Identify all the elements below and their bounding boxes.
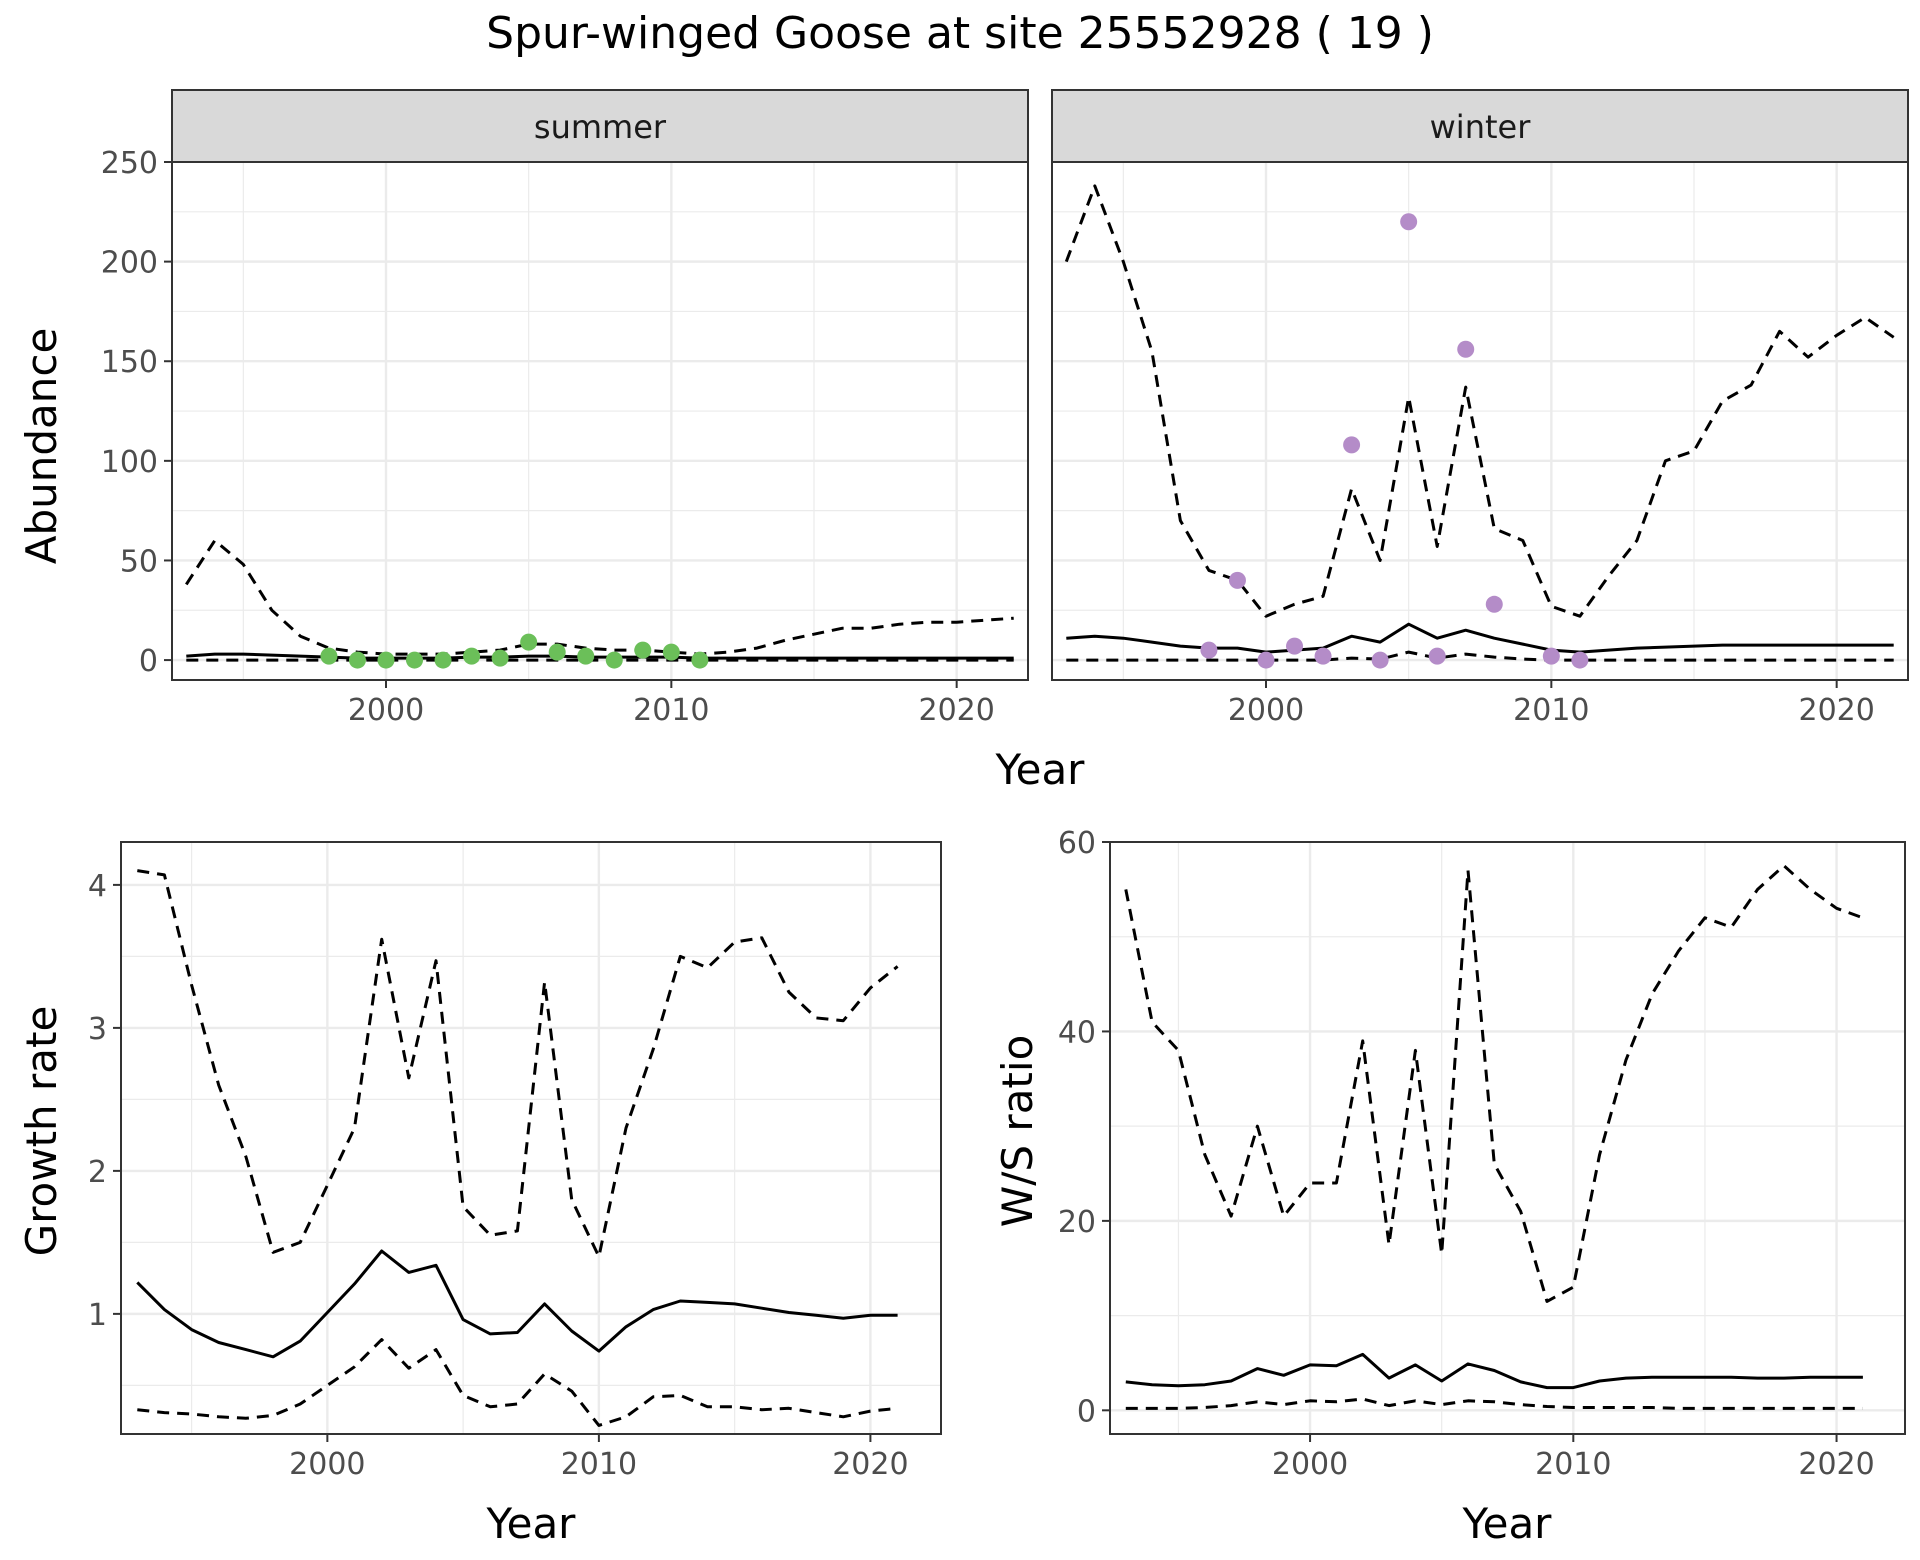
abundance-x-axis-label: Year — [995, 745, 1086, 794]
ratio-x-axis-label: Year — [1462, 1499, 1553, 1548]
growth-panel-border — [120, 841, 942, 1435]
growth-x-axis-label: Year — [486, 1499, 577, 1548]
ratio-y-tick-label: 60 — [1058, 826, 1096, 861]
summer-data-point — [463, 647, 481, 665]
winter-data-point — [1343, 436, 1361, 454]
winter-panel-border — [1051, 161, 1909, 681]
ratio-x-tick-label: 2000 — [1272, 1447, 1348, 1482]
summer-data-point — [520, 633, 538, 651]
plot-area-winter: 2000 2010 2020 — [1051, 161, 1909, 728]
winter-series-upper-line — [1064, 184, 1895, 618]
ratio-y-tick-label: 20 — [1058, 1205, 1096, 1240]
summer-x-tick-label: 2000 — [348, 693, 424, 728]
growth-x-tick-label: 2000 — [289, 1447, 365, 1482]
summer-data-point — [491, 649, 509, 667]
summer-data-point — [348, 651, 366, 669]
plot-area-summer: 2000 2010 2020 0 50 100 150 200 250 — [101, 146, 1029, 728]
summer-x-tick-label: 2010 — [633, 693, 709, 728]
ratio-y-tick-label: 40 — [1058, 1015, 1096, 1050]
ws-ratio-panel: 2000 2010 2020 0 20 40 60 — [1058, 826, 1906, 1482]
growth-rate-panel: 2000 2010 2020 1 2 3 4 — [88, 841, 942, 1482]
summer-data-point — [634, 641, 652, 659]
ratio-y-tick-label: 0 — [1077, 1394, 1096, 1429]
summer-y-tick-label: 200 — [101, 246, 158, 281]
winter-x-tick-label: 2000 — [1228, 693, 1304, 728]
summer-x-tick-label: 2020 — [918, 693, 994, 728]
facet-label-summer: summer — [534, 108, 667, 146]
ratio-x-tick-label: 2010 — [1535, 1447, 1611, 1482]
winter-data-point — [1428, 647, 1446, 665]
growth-series-lower-line — [137, 1338, 898, 1427]
abundance-panel-winter: winter 2000 2010 2020 — [1051, 89, 1909, 728]
winter-series-lower-line — [1066, 650, 1894, 662]
growth-series-upper-line — [137, 869, 899, 1259]
summer-y-tick-label: 250 — [101, 146, 158, 181]
chart-title: Spur-winged Goose at site 25552928 ( 19 … — [486, 8, 1434, 59]
summer-data-point — [691, 651, 709, 669]
summer-data-point — [377, 651, 395, 669]
ratio-x-tick-label: 2020 — [1798, 1447, 1874, 1482]
winter-plot-background — [1052, 162, 1908, 680]
winter-data-point — [1200, 641, 1218, 659]
winter-data-point — [1314, 647, 1332, 665]
winter-data-point — [1457, 340, 1475, 358]
growth-y-tick-label: 3 — [88, 1012, 107, 1047]
winter-x-tick-label: 2010 — [1513, 693, 1589, 728]
winter-x-tick-label: 2020 — [1798, 693, 1874, 728]
ratio-series-mean-line — [1125, 1352, 1863, 1390]
winter-data-point — [1485, 595, 1503, 613]
growth-y-tick-label: 1 — [88, 1298, 107, 1333]
summer-y-tick-label: 0 — [139, 644, 158, 679]
summer-y-tick-label: 50 — [120, 544, 158, 579]
abundance-panel-summer: summer 2000 2010 2020 0 50 100 150 200 250 — [101, 89, 1029, 728]
facet-label-winter: winter — [1430, 108, 1532, 146]
summer-plot-background — [172, 162, 1028, 680]
ratio-plot-background — [1110, 842, 1905, 1434]
summer-data-point — [548, 643, 566, 661]
summer-y-tick-label: 150 — [101, 345, 158, 380]
winter-data-point — [1371, 651, 1389, 669]
winter-data-point — [1228, 571, 1246, 589]
ratio-panel-border — [1109, 841, 1906, 1435]
growth-y-tick-label: 2 — [88, 1155, 107, 1190]
summer-data-point — [605, 651, 623, 669]
growth-y-tick-label: 4 — [88, 869, 107, 904]
summer-data-point — [320, 647, 338, 665]
growth-series-mean-line — [136, 1249, 898, 1359]
growth-plot-background — [121, 842, 941, 1434]
summer-data-point — [406, 651, 424, 669]
growth-x-tick-label: 2010 — [561, 1447, 637, 1482]
growth-y-axis-label: Growth rate — [17, 1006, 66, 1257]
winter-data-point — [1571, 651, 1589, 669]
summer-data-point — [434, 651, 452, 669]
ratio-series-lower-line — [1125, 1397, 1863, 1410]
winter-data-point — [1257, 651, 1275, 669]
winter-data-point — [1286, 637, 1304, 655]
facet-strip-summer — [171, 89, 1029, 163]
growth-x-tick-label: 2020 — [832, 1447, 908, 1482]
winter-data-point — [1400, 213, 1418, 231]
summer-data-point — [662, 643, 680, 661]
ratio-y-axis-label: W/S ratio — [993, 1035, 1042, 1228]
ratio-series-upper-line — [1124, 864, 1864, 1303]
abundance-y-axis-label: Abundance — [17, 328, 66, 565]
summer-data-point — [577, 647, 595, 665]
summer-panel-border — [171, 161, 1029, 681]
summer-series-upper-line — [185, 539, 1014, 656]
summer-y-tick-label: 100 — [101, 445, 158, 480]
winter-data-point — [1542, 647, 1560, 665]
facet-strip-winter — [1051, 89, 1909, 163]
